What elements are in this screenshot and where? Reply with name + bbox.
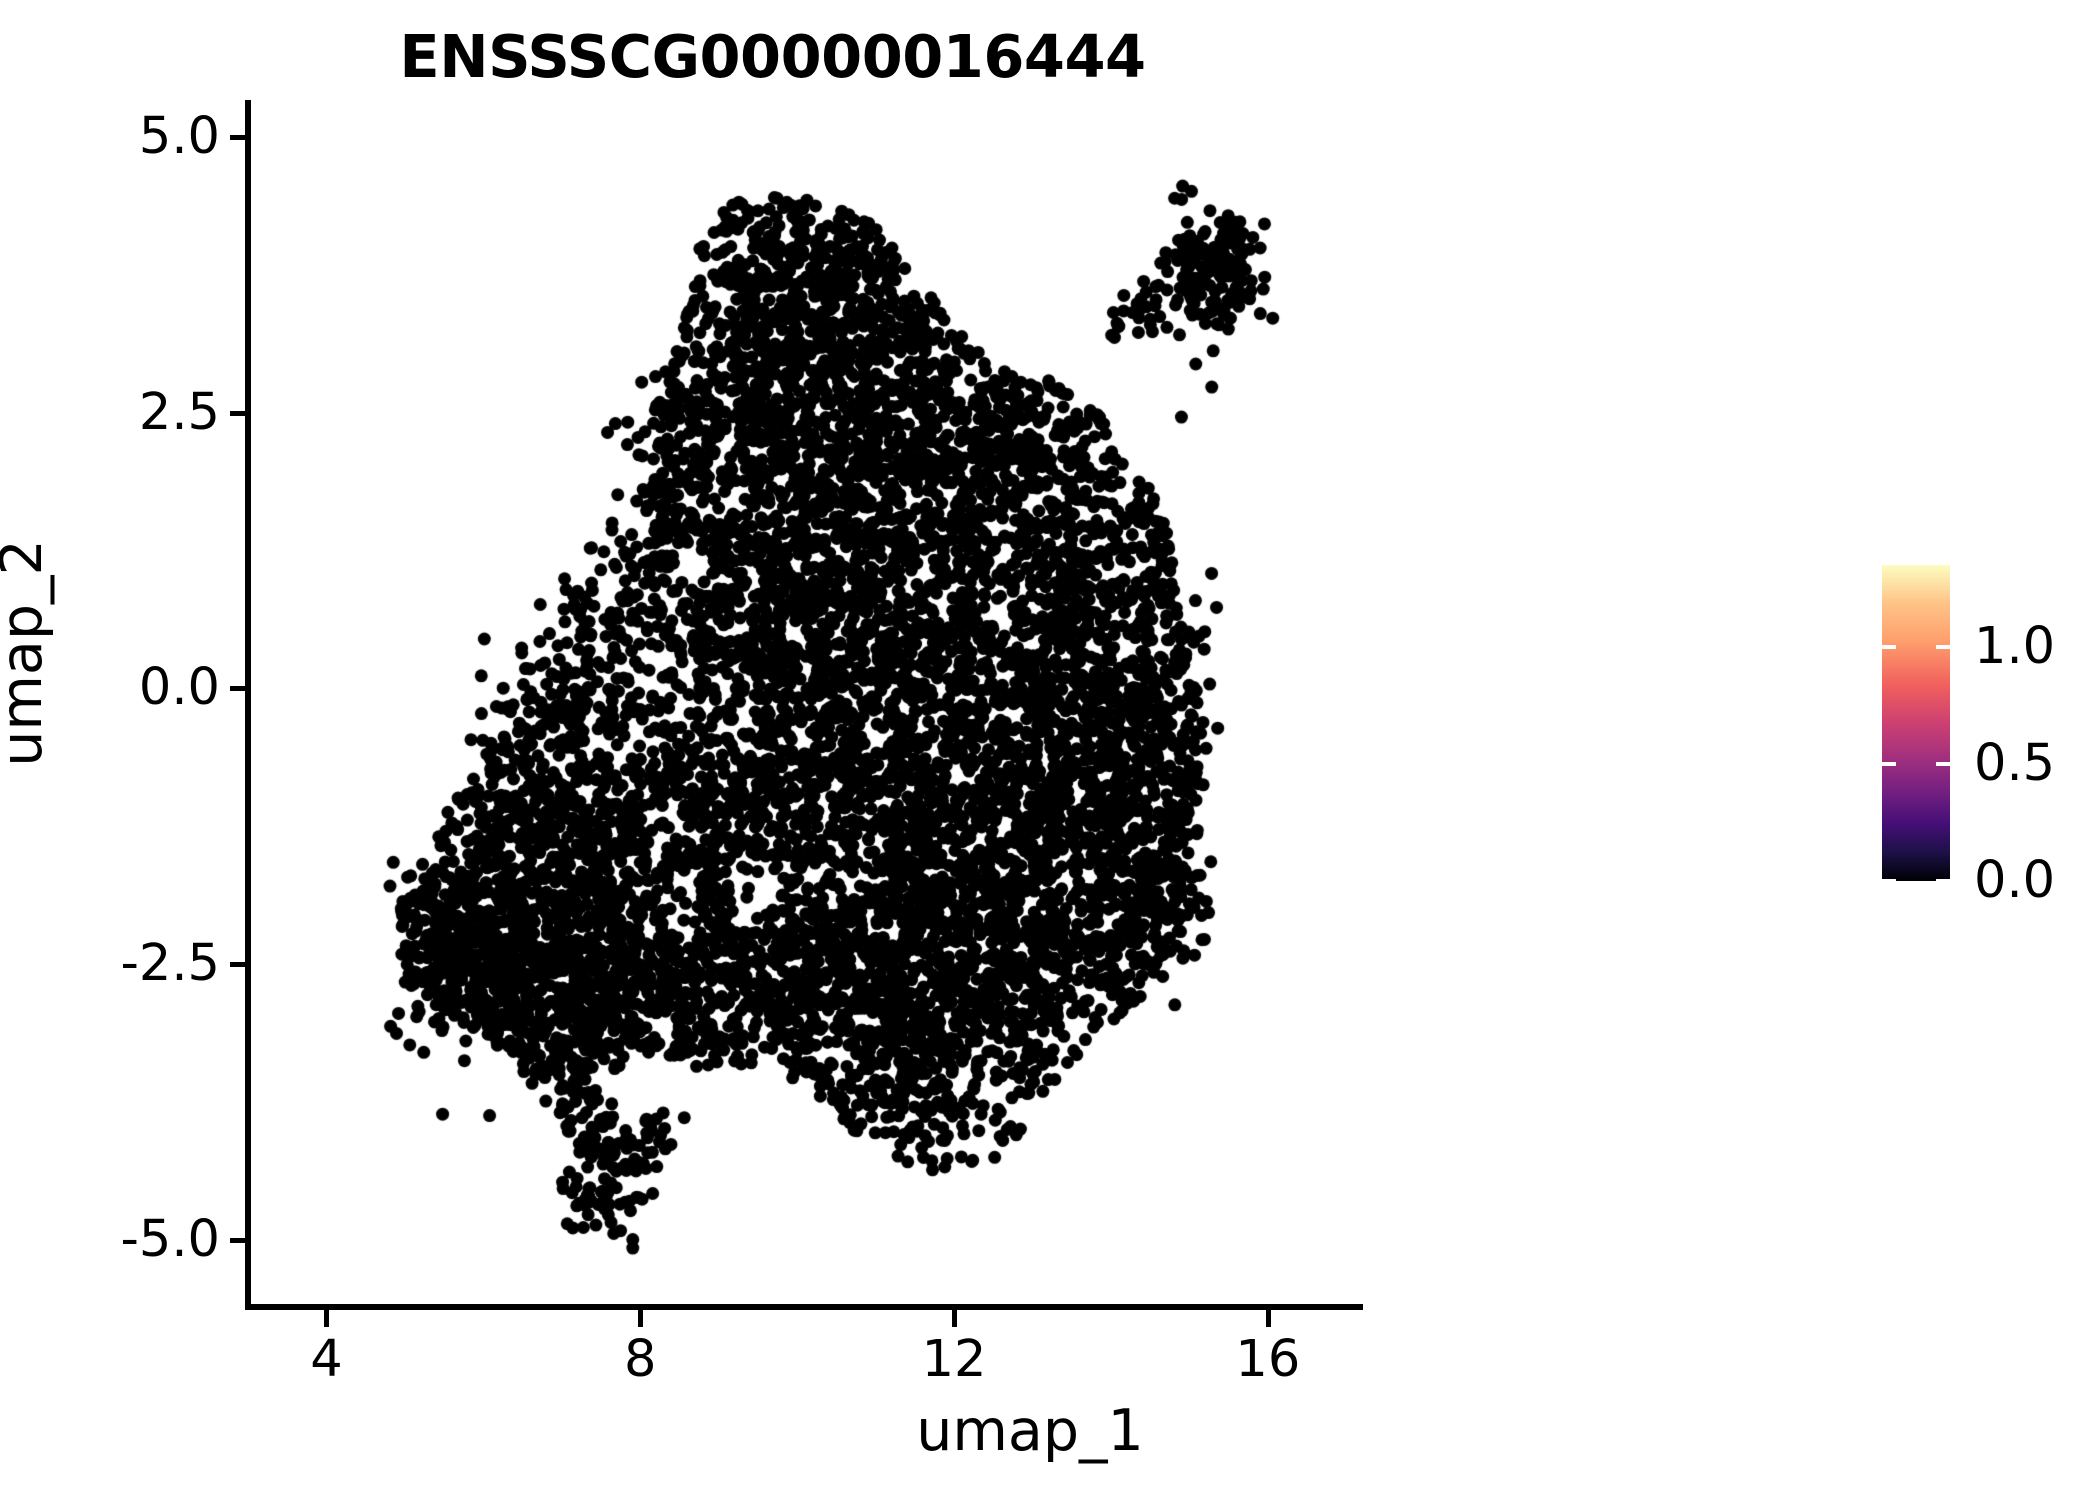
colorbar-tick-mark — [1936, 879, 1950, 883]
y-tick-label: -5.0 — [120, 1209, 220, 1269]
y-tick-label: -2.5 — [120, 934, 220, 994]
y-tick-mark — [230, 135, 247, 141]
x-tick-label: 12 — [921, 1330, 987, 1389]
colorbar-tick-label: 0.0 — [1974, 851, 2056, 910]
colorbar-tick-mark — [1882, 644, 1896, 649]
colorbar-gradient — [1882, 565, 1950, 881]
x-tick-label: 8 — [624, 1330, 657, 1389]
colorbar-tick-mark — [1882, 761, 1896, 766]
colorbar-tick-mark — [1882, 879, 1896, 883]
x-tick-mark — [952, 1310, 958, 1327]
x-axis-label: umap_1 — [916, 1398, 1144, 1464]
x-tick-mark — [638, 1310, 644, 1327]
page-title: ENSSSCG00000016444 — [399, 22, 1146, 91]
y-tick-mark — [230, 1237, 247, 1243]
colorbar-tick-label: 0.5 — [1974, 733, 2056, 793]
colorbar-tick-label: 1.0 — [1974, 616, 2056, 676]
x-tick-mark — [1265, 1310, 1271, 1327]
x-axis-spine — [245, 1304, 1363, 1310]
y-axis-label: umap_2 — [0, 539, 55, 767]
y-axis-spine — [245, 100, 251, 1310]
colorbar-tick-mark — [1936, 644, 1950, 649]
y-tick-mark — [230, 410, 247, 416]
y-tick-label: 2.5 — [138, 382, 220, 442]
y-tick-mark — [230, 686, 247, 692]
y-tick-label: 5.0 — [138, 107, 220, 167]
y-tick-label: 0.0 — [138, 658, 220, 718]
x-tick-label: 4 — [310, 1330, 343, 1389]
y-tick-mark — [230, 962, 247, 968]
colorbar-tick-mark — [1936, 761, 1950, 766]
x-tick-mark — [324, 1310, 330, 1327]
x-tick-label: 16 — [1235, 1330, 1301, 1389]
